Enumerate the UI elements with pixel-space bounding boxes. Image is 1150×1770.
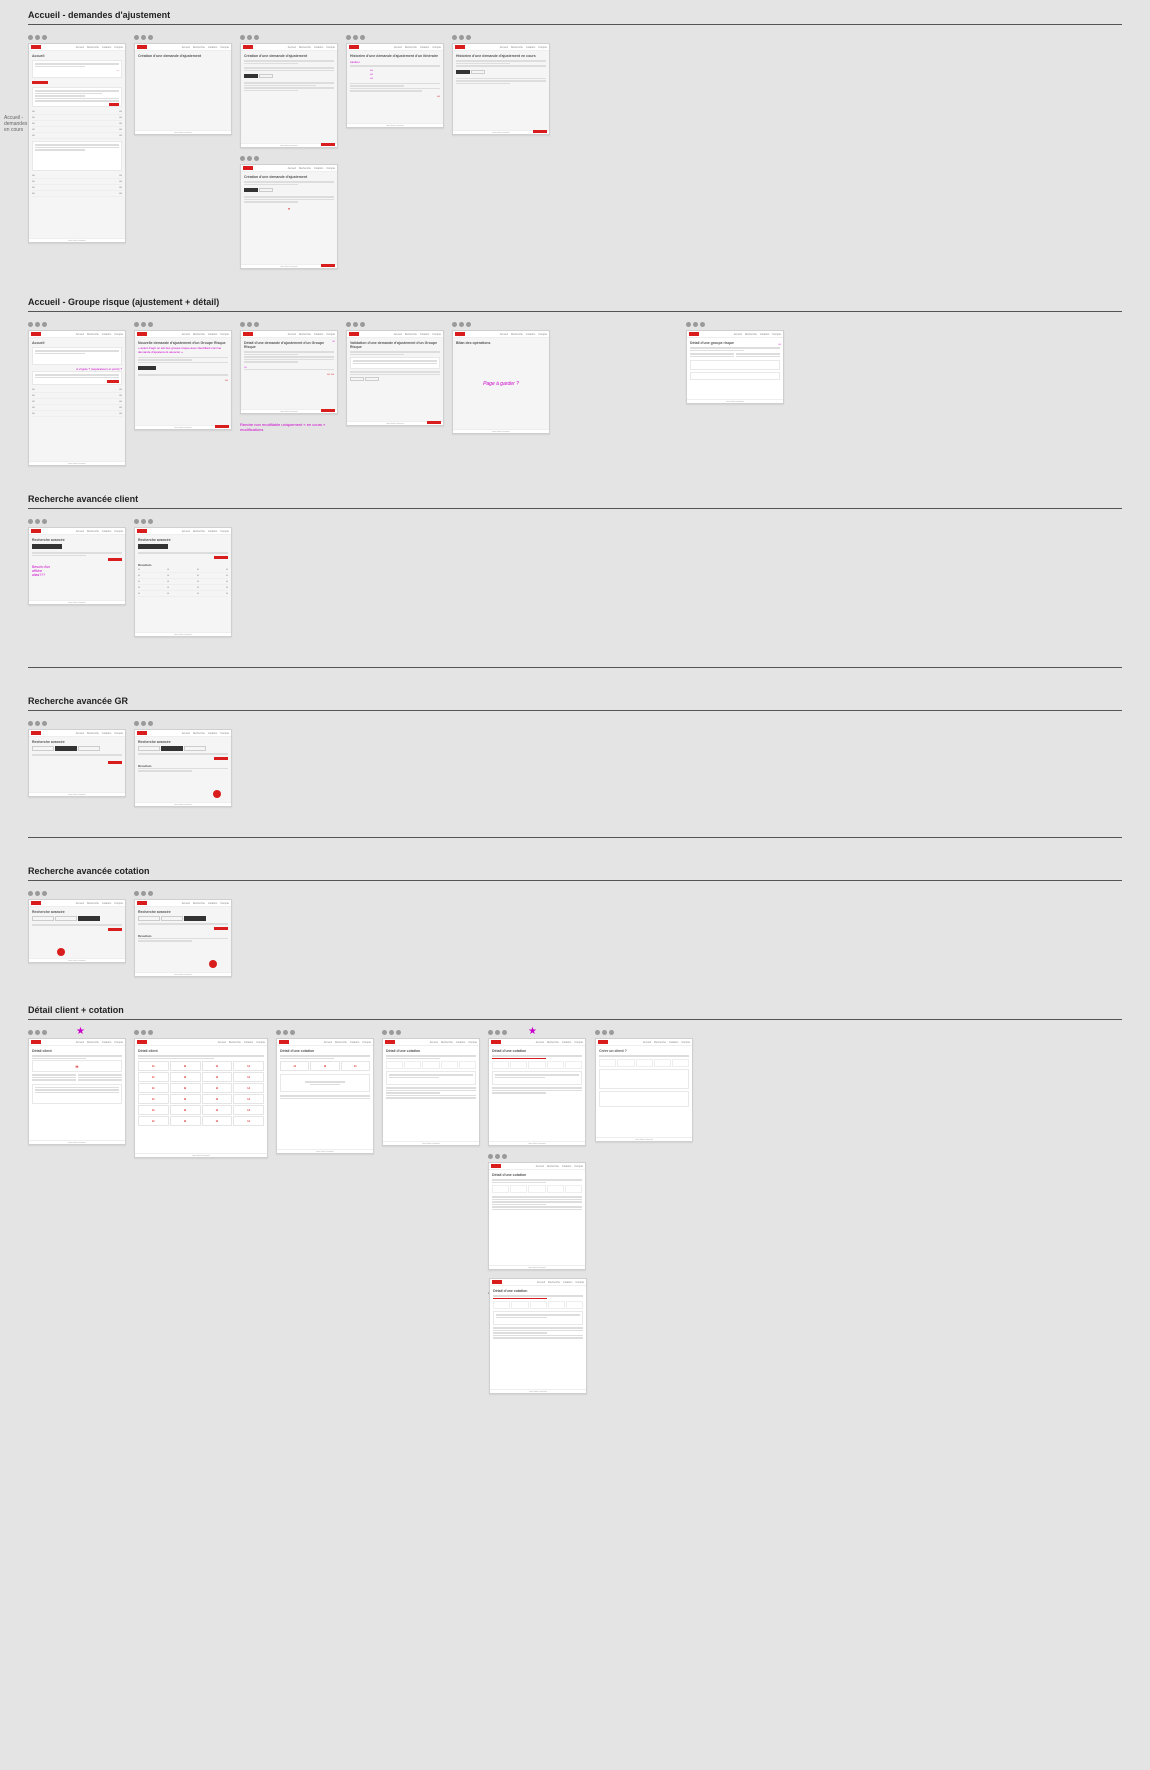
frame-creer-client[interactable]: AccueilRechercheCotationCompte Créer un … [595,1038,693,1142]
frame-recherche-client-2[interactable]: AccueilRechercheCotationCompte Recherche… [134,527,232,637]
star-marker: ★ [528,1026,537,1037]
frame-gr-validation[interactable]: AccueilRechercheCotationCompte Validatio… [346,330,444,426]
frame-historique-recente[interactable]: AccueilRechercheCotationCompte Historien… [452,43,550,135]
frame-gr-detail[interactable]: AccueilRechercheCotationCompte Détail d'… [240,330,338,414]
search-tab[interactable] [32,544,62,549]
section-title: Accueil - demandes d'ajustement [28,10,1122,20]
frame-gr-bilan[interactable]: AccueilRechercheCotationCompte Bilan des… [452,330,550,434]
frame-recherche-cot-1[interactable]: AccueilRechercheCotationCompte Recherche… [28,899,126,963]
frame-recherche-gr-2[interactable]: AccueilRechercheCotationCompte Recherche… [134,729,232,807]
frame-accueil-list[interactable]: AccueilRechercheCotationCompte Accueil — [28,43,126,243]
frame-detail-cotation-2[interactable]: AccueilRechercheCotationCompte Détail d'… [382,1038,480,1146]
annotation-page-garder: Page à garder ? [483,381,519,387]
action-button[interactable] [32,81,48,84]
frame-detail-cotation-3a[interactable]: AccueilRechercheCotationCompte Détail d'… [488,1038,586,1146]
section-recherche-client: Recherche avancée client AccueilRecherch… [28,494,1122,668]
tab-active[interactable] [244,74,258,78]
frame-gr-accueil[interactable]: AccueilRechercheCotationCompte Accueil à… [28,330,126,466]
section-recherche-cotation: Recherche avancée cotation AccueilRecher… [28,866,1122,977]
submit-button[interactable] [321,143,335,146]
frame-detail-client-grid[interactable]: AccueilRechercheCotationCompte Détail cl… [134,1038,268,1158]
section-recherche-gr: Recherche avancée GR AccueilRechercheCot… [28,696,1122,838]
frame-recherche-cot-2[interactable]: AccueilRechercheCotationCompte Recherche… [134,899,232,977]
frame-historique[interactable]: AccueilRechercheCotationCompte Historien… [346,43,444,128]
frame-detail-cotation-3b[interactable]: AccueilRechercheCotationCompte Détail d'… [488,1162,586,1270]
frame-creation-demande[interactable]: AccueilRechercheCotationCompte Création … [134,43,232,135]
frame-detail-client-1[interactable]: AccueilRechercheCotationCompte Détail cl… [28,1038,126,1145]
section-accueil-demandes: Accueil - demandes d'ajustement AccueilR… [28,10,1122,269]
frame-recherche-gr-1[interactable]: AccueilRechercheCotationCompte Recherche… [28,729,126,797]
frame-detail-cotation-1[interactable]: AccueilRechercheCotationCompte Détail d'… [276,1038,374,1154]
tab[interactable] [259,74,273,78]
frame-wrap: AccueilRechercheCotationCompte Accueil — [28,35,126,243]
logo [31,45,41,49]
star-marker: ★ [76,1026,85,1037]
annotation-virgule: à virgule ? (séparateurs et point) ? [76,367,122,371]
section-divider [28,24,1122,25]
frame-detail-groupe[interactable]: AccueilRechercheCotationCompte Détail d'… [686,330,784,404]
traffic-lights [28,35,126,40]
page-title: Accueil [32,54,122,58]
frame-recherche-client-1[interactable]: AccueilRechercheCotationCompte Recherche… [28,527,126,605]
frame-creation-form-2[interactable]: AccueilRechercheCotationCompte Création … [240,164,338,269]
traffic-lights [134,35,232,40]
frame-gr-nouvelle[interactable]: AccueilRechercheCotationCompte Nouvelle … [134,330,232,430]
marker-dot [213,790,221,798]
annotation-avant: « avant d'agir on élit des groupe risque… [138,347,228,355]
frame-detail-cotation-3c[interactable]: AccueilRechercheCotationCompte Détail d'… [489,1278,587,1394]
section-detail-client: Détail client + cotation ★ AccueilRecher… [28,1005,1122,1394]
frame-wrap: AccueilRechercheCotationCompte Création … [134,35,232,135]
frame-creation-form[interactable]: AccueilRechercheCotationCompte Création … [240,43,338,148]
side-label: Accueil - demandes en cours [4,115,28,133]
section-groupe-risque: Accueil - Groupe risque (ajustement + dé… [28,297,1122,466]
annotation-rendre: Rendre non modifiable uniquement « en co… [240,422,330,432]
